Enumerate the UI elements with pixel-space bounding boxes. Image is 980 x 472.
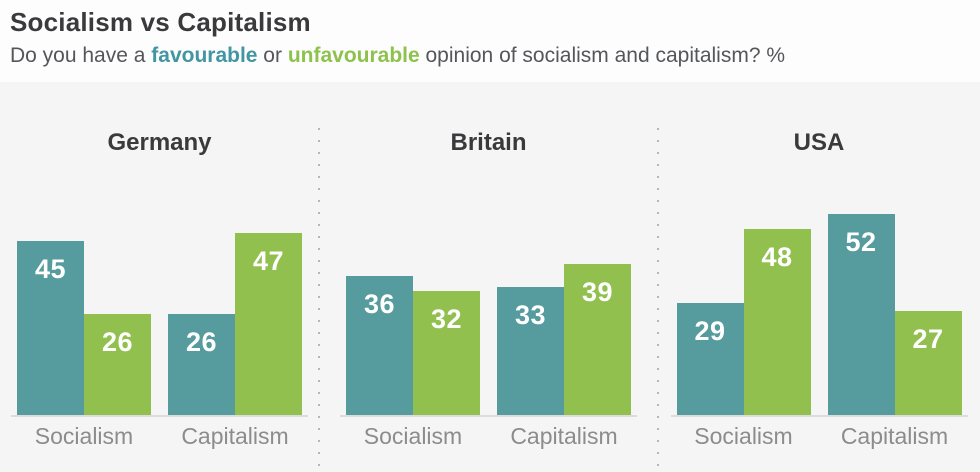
- bar-value-label: 32: [430, 304, 463, 334]
- bar-britain-capitalism-unfavourable: 39: [564, 264, 631, 415]
- subtitle-text: or: [257, 43, 288, 67]
- panel-germany: Germany 45 26 26 47 Socialism Capitalism: [0, 82, 319, 472]
- bar-britain-socialism-unfavourable: 32: [413, 291, 480, 415]
- charts-area: Germany 45 26 26 47 Socialism Capitalism Britai…: [0, 82, 980, 472]
- x-label-britain-socialism: Socialism: [363, 423, 463, 449]
- bar-germany-socialism-favourable: 45: [17, 241, 84, 415]
- x-label-usa-capitalism: Capitalism: [840, 423, 949, 449]
- bar-value-label: 26: [101, 327, 134, 357]
- bar-usa-capitalism-unfavourable: 27: [894, 311, 962, 415]
- panel-divider-dotted: [657, 128, 659, 472]
- chart-title: Socialism vs Capitalism: [10, 7, 311, 37]
- bar-group-germany-socialism: 45 26: [17, 241, 151, 415]
- bar-group-britain-socialism: 36 32: [346, 276, 480, 415]
- bar-value-label: 26: [185, 327, 218, 357]
- bar-usa-socialism-favourable: 29: [676, 303, 744, 415]
- bar-usa-socialism-unfavourable: 48: [743, 229, 811, 415]
- plot-usa: 29 48 52 27: [676, 210, 962, 415]
- x-axis-labels-germany: Socialism Capitalism: [17, 422, 302, 450]
- bar-usa-capitalism-favourable: 52: [827, 214, 895, 415]
- plot-germany: 45 26 26 47: [17, 210, 302, 415]
- bar-value-label: 36: [363, 289, 396, 319]
- bar-value-label: 47: [252, 246, 285, 276]
- header: Socialism vs Capitalism Do you have a fa…: [0, 0, 980, 82]
- bar-germany-socialism-unfavourable: 26: [84, 314, 151, 415]
- bar-group-usa-socialism: 29 48: [676, 229, 811, 415]
- bar-britain-capitalism-favourable: 33: [497, 287, 564, 415]
- panel-divider-dotted: [318, 128, 320, 472]
- panel-usa: USA 29 48 52 27 Socialism Capitalism: [658, 82, 980, 472]
- subtitle-text: opinion of socialism and capitalism? %: [419, 43, 786, 67]
- x-axis-labels-usa: Socialism Capitalism: [677, 422, 962, 450]
- bar-value-label: 52: [845, 227, 877, 257]
- bar-group-usa-capitalism: 52 27: [827, 214, 962, 415]
- bar-group-germany-capitalism: 26 47: [168, 233, 302, 415]
- x-axis-line-britain: [340, 415, 637, 417]
- x-axis-line-germany: [11, 415, 308, 417]
- x-axis-labels-britain: Socialism Capitalism: [346, 422, 631, 450]
- x-label-germany-socialism: Socialism: [34, 423, 134, 449]
- bar-germany-capitalism-unfavourable: 47: [235, 233, 302, 415]
- bar-group-britain-capitalism: 33 39: [497, 264, 631, 415]
- bar-value-label: 33: [514, 300, 547, 330]
- plot-britain: 36 32 33 39: [346, 210, 631, 415]
- bar-britain-socialism-favourable: 36: [346, 276, 413, 415]
- bar-value-label: 39: [581, 277, 614, 307]
- subtitle-keyword-unfavourable: unfavourable: [287, 43, 420, 67]
- x-axis-line-usa: [670, 415, 968, 417]
- bar-germany-capitalism-favourable: 26: [168, 314, 235, 415]
- panel-title-usa: USA: [793, 129, 845, 156]
- x-label-usa-socialism: Socialism: [694, 423, 793, 449]
- x-label-germany-capitalism: Capitalism: [181, 423, 289, 449]
- bar-value-label: 29: [694, 316, 726, 346]
- panel-britain: Britain 36 32 33 39 Socialism Capitalism: [319, 82, 658, 472]
- chart-subtitle: Do you have a favourable or unfavourable…: [10, 42, 980, 69]
- subtitle-text: Do you have a: [10, 43, 152, 67]
- bar-value-label: 48: [761, 242, 793, 272]
- bar-value-label: 27: [912, 324, 944, 354]
- panel-title-germany: Germany: [107, 129, 212, 156]
- subtitle-keyword-favourable: favourable: [151, 43, 258, 67]
- x-label-britain-capitalism: Capitalism: [510, 423, 618, 449]
- panel-title-britain: Britain: [450, 129, 527, 156]
- bar-value-label: 45: [34, 254, 67, 284]
